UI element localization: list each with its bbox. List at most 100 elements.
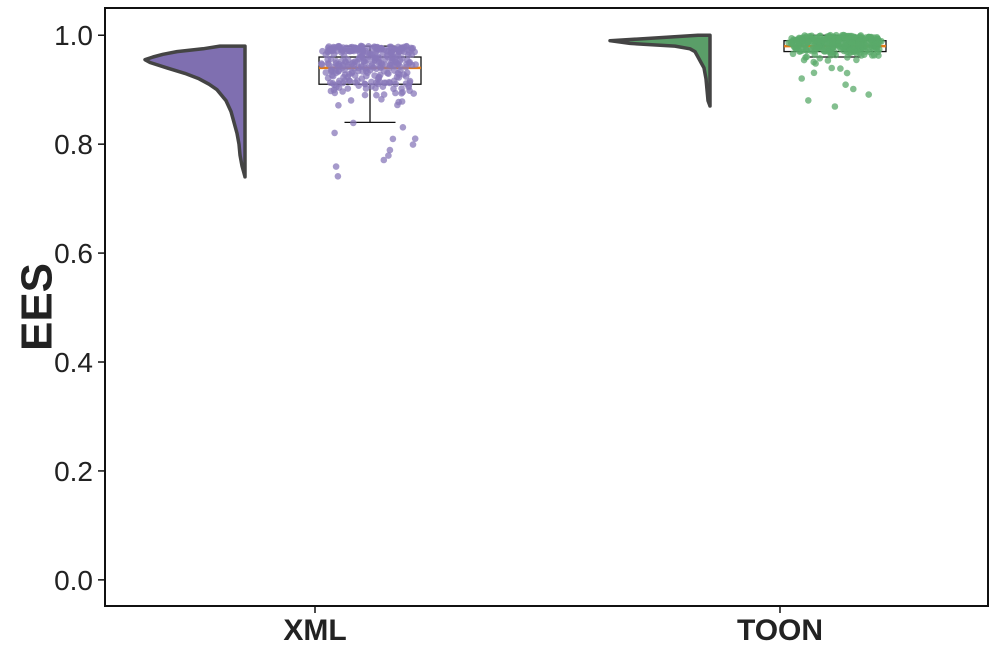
point-xml <box>381 79 388 87</box>
point-toon <box>803 53 810 61</box>
point-toon <box>835 37 842 44</box>
point-xml <box>404 57 411 64</box>
point-xml <box>385 78 393 86</box>
point-toon <box>805 38 812 46</box>
point-xml <box>332 163 340 170</box>
point-toon <box>857 32 865 39</box>
point-xml <box>390 85 397 93</box>
x-tick-label-xml: XML <box>283 614 346 647</box>
point-xml <box>392 80 400 88</box>
point-xml <box>334 173 342 180</box>
point-xml <box>362 65 369 72</box>
point-toon <box>816 32 823 40</box>
point-xml <box>348 60 356 67</box>
point-toon <box>810 69 818 77</box>
y-tick-label: 0.2 <box>54 456 93 487</box>
y-tick-label: 0.4 <box>54 347 93 378</box>
x-tick-label-toon: TOON <box>737 614 823 647</box>
point-xml <box>385 152 392 159</box>
point-toon <box>842 81 849 88</box>
point-xml <box>324 56 332 63</box>
point-toon <box>851 33 858 41</box>
point-xml <box>318 61 326 68</box>
point-toon <box>873 34 881 41</box>
point-xml <box>374 80 382 88</box>
point-xml <box>388 62 396 69</box>
point-toon <box>862 34 870 41</box>
point-xml <box>409 141 417 148</box>
point-xml <box>330 47 337 54</box>
point-xml <box>386 43 394 51</box>
point-toon <box>802 44 809 51</box>
point-xml <box>402 73 410 80</box>
point-xml <box>338 49 345 56</box>
point-toon <box>810 58 817 66</box>
point-xml <box>375 73 383 81</box>
point-toon <box>813 44 820 52</box>
point-xml <box>348 69 356 77</box>
point-toon <box>866 48 874 56</box>
point-xml <box>322 69 330 76</box>
point-toon <box>858 52 865 59</box>
point-xml <box>355 82 363 89</box>
point-xml <box>361 91 369 99</box>
point-xml <box>335 80 343 87</box>
point-xml <box>391 67 398 74</box>
point-xml <box>360 58 368 65</box>
point-xml <box>411 48 419 56</box>
point-xml <box>376 58 383 66</box>
cloud-xml <box>143 44 247 179</box>
point-xml <box>398 47 406 55</box>
plot-frame <box>104 7 989 607</box>
y-axis-title: EES <box>13 263 62 351</box>
point-toon <box>827 52 835 59</box>
point-xml <box>380 156 388 164</box>
y-tick-label: 0.8 <box>54 129 93 160</box>
point-xml <box>331 129 338 137</box>
point-xml <box>350 119 357 127</box>
point-xml <box>329 72 337 80</box>
jitter-points <box>318 31 885 180</box>
point-toon <box>848 39 856 46</box>
point-toon <box>831 103 839 110</box>
point-toon <box>874 39 881 47</box>
y-tick-label: 1.0 <box>54 20 93 51</box>
point-toon <box>835 43 843 50</box>
point-xml <box>408 61 416 69</box>
point-xml <box>405 49 413 56</box>
point-xml <box>324 74 332 82</box>
point-toon <box>853 56 860 64</box>
point-toon <box>824 57 832 64</box>
point-toon <box>820 47 827 54</box>
point-toon <box>862 42 870 49</box>
point-toon <box>816 55 824 62</box>
point-xml <box>357 42 365 50</box>
point-toon <box>793 37 800 44</box>
point-xml <box>379 50 387 58</box>
point-toon <box>841 42 849 49</box>
point-toon <box>832 51 839 59</box>
point-xml <box>410 90 418 97</box>
point-toon <box>789 50 797 58</box>
point-toon <box>844 54 851 61</box>
point-toon <box>837 65 844 72</box>
point-xml <box>335 102 342 109</box>
point-toon <box>829 41 837 49</box>
point-toon <box>828 64 835 72</box>
point-xml <box>402 63 410 71</box>
point-xml <box>359 47 367 55</box>
y-axis: 0.0 0.2 0.4 0.6 0.8 1.0 <box>54 20 105 596</box>
cloud-toon <box>608 33 712 108</box>
point-xml <box>373 91 380 99</box>
point-xml <box>396 71 403 78</box>
point-toon <box>827 31 834 39</box>
point-xml <box>411 135 419 142</box>
point-xml <box>342 45 350 53</box>
point-xml <box>347 97 355 104</box>
point-toon <box>850 85 857 93</box>
density-clouds <box>143 33 712 179</box>
point-xml <box>392 56 399 63</box>
point-toon <box>865 91 872 98</box>
